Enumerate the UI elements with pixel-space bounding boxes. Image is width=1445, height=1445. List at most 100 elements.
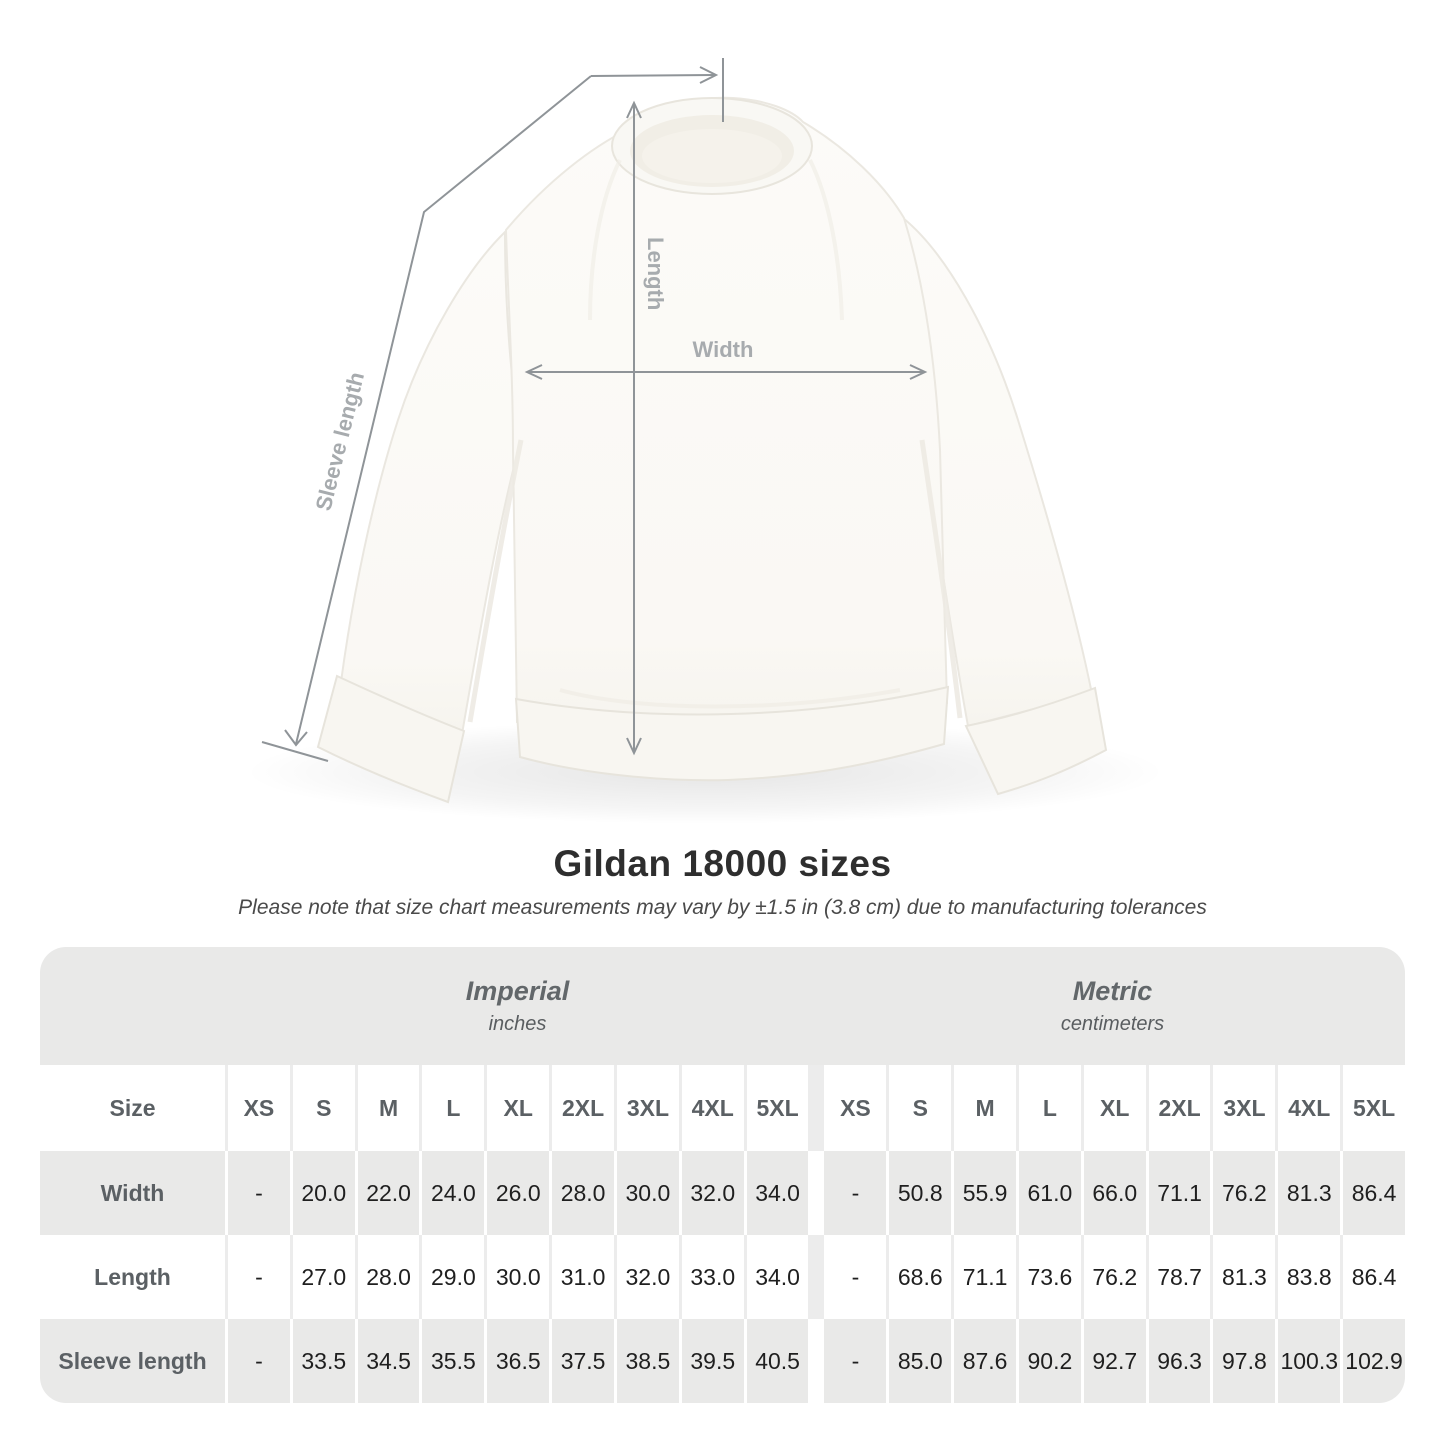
table-cell: 35.5 [422, 1319, 485, 1403]
table-row-length: Length - 27.0 28.0 29.0 30.0 31.0 32.0 3… [40, 1235, 1405, 1319]
size-col-header: M [357, 1065, 420, 1151]
table-cell: 86.4 [1343, 1235, 1405, 1319]
table-cell: 32.0 [616, 1235, 679, 1319]
table-cell: 102.9 [1343, 1319, 1405, 1403]
table-cell: 85.0 [889, 1319, 952, 1403]
width-label: Width [693, 337, 754, 362]
unit-band-divider [810, 947, 820, 1065]
unit-group-imperial: Imperial inches [225, 947, 810, 1065]
table-cell: 22.0 [357, 1151, 420, 1235]
unit-group-metric: Metric centimeters [820, 947, 1405, 1065]
table-cell: 76.2 [1213, 1151, 1276, 1235]
table-cell: 26.0 [487, 1151, 550, 1235]
size-col-header: 2XL [1148, 1065, 1211, 1151]
tolerance-note: Please note that size chart measurements… [238, 896, 1207, 919]
size-col-header: L [422, 1065, 485, 1151]
size-col-header: S [889, 1065, 952, 1151]
row-label: Length [40, 1235, 225, 1319]
sweatshirt-shape [316, 96, 1108, 804]
size-corner-header: Size [40, 1065, 225, 1151]
table-cell: 86.4 [1343, 1151, 1405, 1235]
size-table: Imperial inches Metric centimeters Size … [40, 947, 1405, 1403]
size-col-header: M [954, 1065, 1016, 1151]
unit-band-corner [40, 947, 225, 1065]
page-title: Gildan 18000 sizes [553, 843, 892, 884]
size-col-header: 4XL [1278, 1065, 1341, 1151]
size-header-row: Size XS S M L XL 2XL 3XL 4XL 5XL XS S M … [40, 1065, 1405, 1151]
table-cell: 50.8 [889, 1151, 952, 1235]
table-cell: 76.2 [1083, 1235, 1146, 1319]
size-col-header: XS [228, 1065, 290, 1151]
table-cell: 81.3 [1213, 1235, 1276, 1319]
sleeve-length-label: Sleeve length [311, 370, 370, 514]
table-cell: 55.9 [954, 1151, 1016, 1235]
metric-label: Metric [1072, 976, 1153, 1006]
table-cell: 71.1 [954, 1235, 1016, 1319]
table-cell: 32.0 [681, 1151, 744, 1235]
table-cell: 68.6 [889, 1235, 952, 1319]
length-label: Length [643, 237, 668, 310]
table-cell: 28.0 [552, 1151, 614, 1235]
size-col-header: 4XL [681, 1065, 744, 1151]
table-cell: 36.5 [487, 1319, 550, 1403]
sweatshirt-image: Width Length Sleeve length [245, 58, 1165, 824]
table-cell: 92.7 [1083, 1319, 1146, 1403]
garment-diagram: Width Length Sleeve length [245, 58, 1165, 824]
size-col-header: XS [824, 1065, 887, 1151]
table-cell: 33.0 [681, 1235, 744, 1319]
table-cell: 97.8 [1213, 1319, 1276, 1403]
table-cell: 37.5 [552, 1319, 614, 1403]
group-divider [811, 1065, 822, 1151]
table-cell: 28.0 [357, 1235, 420, 1319]
group-divider [811, 1235, 822, 1319]
table-cell: 33.5 [292, 1319, 355, 1403]
table-cell: 40.5 [746, 1319, 809, 1403]
size-col-header: 3XL [616, 1065, 679, 1151]
table-cell: 27.0 [292, 1235, 355, 1319]
table-cell: 78.7 [1148, 1235, 1211, 1319]
table-cell: 100.3 [1278, 1319, 1341, 1403]
table-cell: 29.0 [422, 1235, 485, 1319]
table-cell: - [824, 1151, 887, 1235]
table-cell: 87.6 [954, 1319, 1016, 1403]
table-cell: - [228, 1151, 290, 1235]
table-row-sleeve-length: Sleeve length - 33.5 34.5 35.5 36.5 37.5… [40, 1319, 1405, 1403]
table-cell: - [824, 1319, 887, 1403]
table-cell: 39.5 [681, 1319, 744, 1403]
size-col-header: 5XL [1343, 1065, 1405, 1151]
size-col-header: XL [487, 1065, 550, 1151]
size-col-header: 5XL [746, 1065, 809, 1151]
size-col-header: S [292, 1065, 355, 1151]
table-cell: - [228, 1235, 290, 1319]
size-col-header: L [1018, 1065, 1081, 1151]
measurement-lines [261, 58, 928, 762]
imperial-label: Imperial [465, 976, 570, 1006]
table-cell: - [824, 1235, 887, 1319]
row-label: Width [40, 1151, 225, 1235]
imperial-unit: inches [488, 1013, 547, 1035]
table-cell: 20.0 [292, 1151, 355, 1235]
unit-band: Imperial inches Metric centimeters [40, 947, 1405, 1065]
table-cell: 31.0 [552, 1235, 614, 1319]
table-cell: 66.0 [1083, 1151, 1146, 1235]
table-cell: 96.3 [1148, 1319, 1211, 1403]
table-row-width: Width - 20.0 22.0 24.0 26.0 28.0 30.0 32… [40, 1151, 1405, 1235]
table-cell: 34.5 [357, 1319, 420, 1403]
group-divider [811, 1319, 822, 1403]
table-cell: 30.0 [616, 1151, 679, 1235]
table-cell: 90.2 [1018, 1319, 1081, 1403]
table-cell: 34.0 [746, 1151, 809, 1235]
table-cell: 38.5 [616, 1319, 679, 1403]
table-cell: 24.0 [422, 1151, 485, 1235]
table-cell: - [228, 1319, 290, 1403]
size-col-header: XL [1083, 1065, 1146, 1151]
size-col-header: 2XL [552, 1065, 614, 1151]
table-cell: 81.3 [1278, 1151, 1341, 1235]
table-cell: 73.6 [1018, 1235, 1081, 1319]
table-cell: 30.0 [487, 1235, 550, 1319]
table-cell: 71.1 [1148, 1151, 1211, 1235]
group-divider [811, 1151, 822, 1235]
row-label: Sleeve length [40, 1319, 225, 1403]
metric-unit: centimeters [1060, 1013, 1165, 1035]
table-cell: 34.0 [746, 1235, 809, 1319]
